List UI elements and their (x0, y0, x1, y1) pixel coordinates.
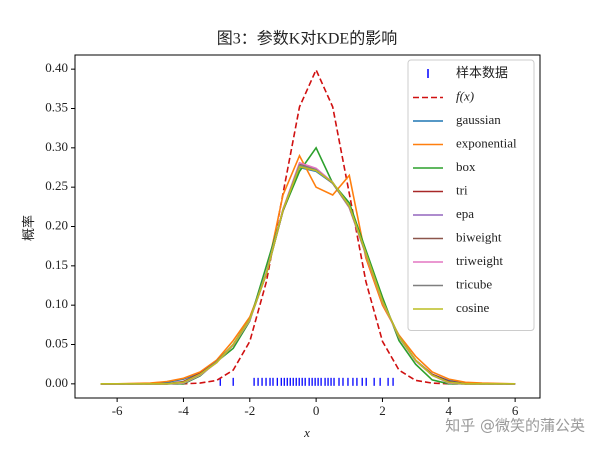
y-tick-label: 0.15 (45, 257, 68, 272)
legend-label: epa (456, 206, 474, 221)
legend-label: biweight (456, 229, 502, 244)
legend-label: f(x) (456, 88, 474, 103)
legend-label: gaussian (456, 112, 501, 127)
legend-box (407, 59, 535, 331)
watermark: 知乎 @微笑的蒲公英 (445, 417, 585, 435)
legend-label: triweight (456, 253, 503, 268)
x-tick-label: -6 (112, 403, 123, 418)
y-tick-label: 0.30 (45, 139, 68, 154)
series-line (100, 153, 516, 385)
series-line (100, 165, 516, 385)
y-tick-label: 0.10 (45, 296, 68, 311)
legend-label: cosine (456, 300, 489, 315)
legend-label: tri (456, 182, 468, 197)
y-tick-label: 0.20 (45, 217, 68, 232)
legend-label: exponential (456, 135, 517, 150)
chart-title: 图3：参数K对KDE的影响 (217, 30, 397, 48)
x-tick-label: -2 (244, 403, 255, 418)
y-tick-label: 0.05 (45, 335, 68, 350)
y-tick-label: 0.35 (45, 99, 68, 114)
x-axis-label: x (303, 425, 310, 440)
y-axis-label: 概率 (21, 215, 36, 241)
y-tick-label: 0.25 (45, 178, 68, 193)
plot-frame (74, 54, 541, 399)
y-tick-label: 0.40 (45, 60, 68, 75)
legend-label: box (456, 159, 476, 174)
x-tick-label: -4 (178, 403, 189, 418)
x-tick-label: 2 (379, 403, 386, 418)
y-tick-label: 0.00 (45, 375, 68, 390)
legend-label: 样本数据 (456, 65, 508, 80)
legend-label: tricube (456, 276, 492, 291)
x-tick-label: 4 (446, 403, 453, 418)
x-tick-label: 0 (313, 403, 320, 418)
x-tick-label: 6 (512, 403, 519, 418)
